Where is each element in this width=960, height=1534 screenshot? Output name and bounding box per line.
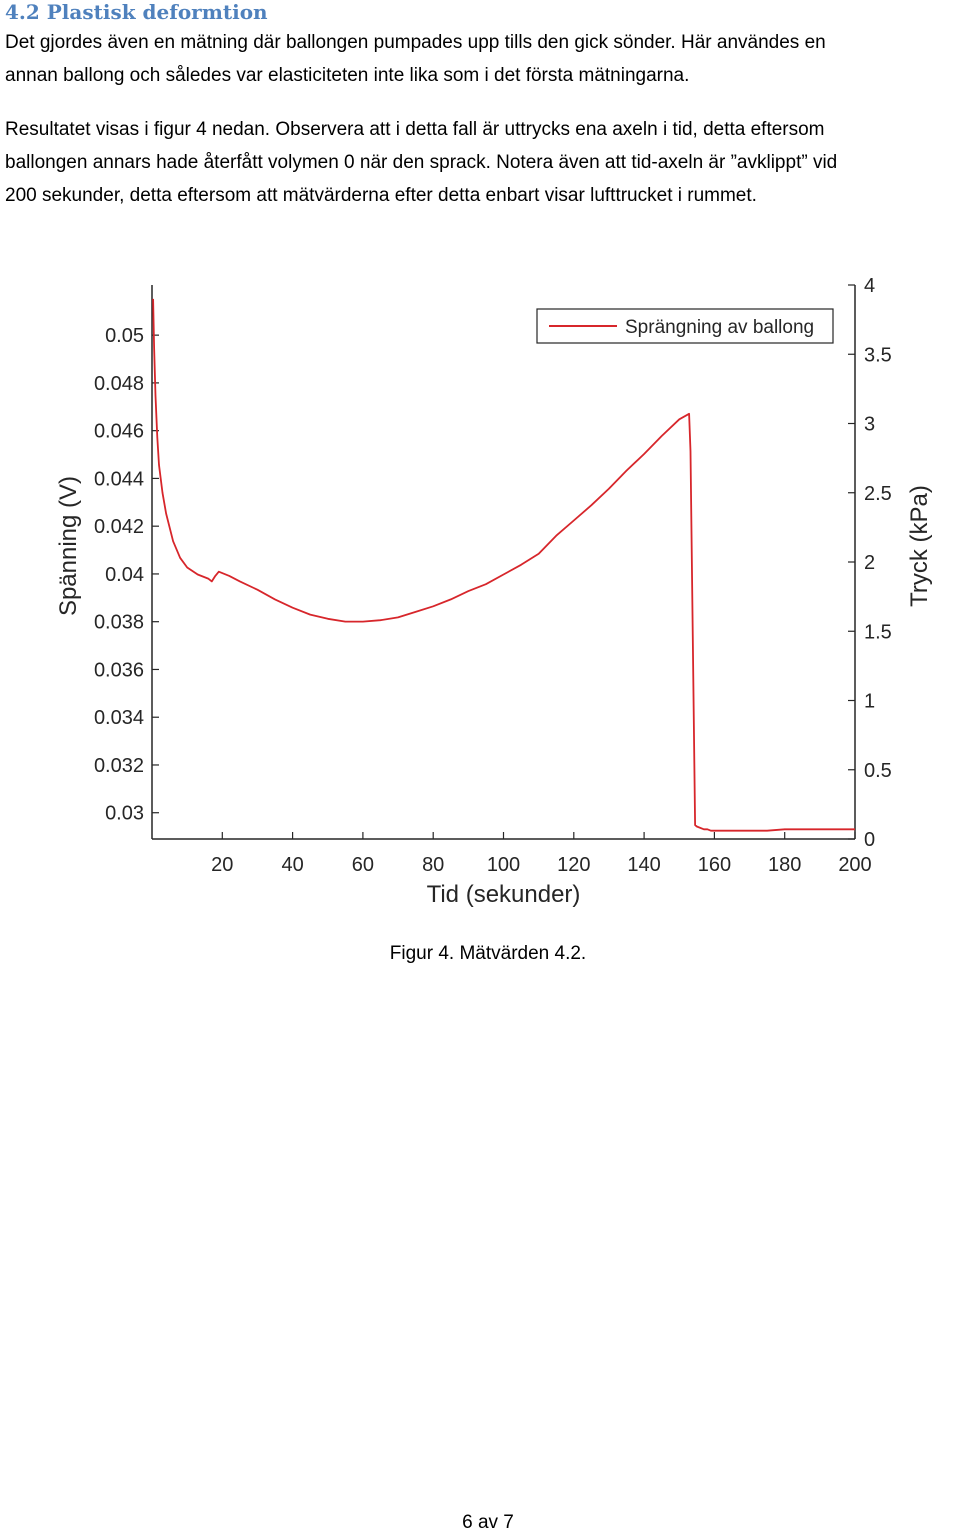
- pressure-chart: 20 40 60 80 100 120 140 160 180 2000.030.0320.034…: [55, 275, 933, 908]
- x-tick-label: 200: [838, 854, 871, 876]
- page-number: 6 av 7: [462, 1512, 514, 1533]
- x-tick-label: 160: [698, 854, 731, 876]
- y2-axis-label: Tryck (kPa): [906, 485, 933, 607]
- x-tick-label: 60: [352, 854, 374, 876]
- y2-tick-label: 0.5: [864, 760, 892, 782]
- paragraph-line: ballongen annars hade återfått volymen 0…: [5, 152, 838, 173]
- y-tick-label: 0.05: [105, 325, 144, 347]
- x-axis-label: Tid (sekunder): [427, 881, 581, 908]
- legend-entry: Sprängning av ballong: [625, 317, 814, 338]
- y2-tick-label: 0: [864, 829, 875, 851]
- y-tick-label: 0.03: [105, 803, 144, 825]
- y-tick-label: 0.046: [94, 421, 144, 443]
- series-line: [152, 298, 855, 832]
- y2-tick-label: 4: [864, 275, 875, 297]
- y-tick-label: 0.034: [94, 707, 144, 729]
- y2-tick-label: 2.5: [864, 483, 892, 505]
- y-axis-label: Spänning (V): [55, 476, 82, 616]
- paragraph-line: annan ballong och således var elasticite…: [5, 65, 690, 86]
- x-tick-label: 40: [281, 854, 303, 876]
- y2-tick-label: 3: [864, 414, 875, 436]
- y-tick-label: 0.032: [94, 755, 144, 777]
- y-tick-label: 0.04: [105, 564, 144, 586]
- section-heading: 4.2 Plastisk deformtion: [5, 0, 268, 24]
- y-tick-label: 0.036: [94, 659, 144, 681]
- figure-caption: Figur 4. Mätvärden 4.2.: [389, 943, 587, 964]
- y2-tick-label: 2: [864, 552, 875, 574]
- x-tick-label: 180: [768, 854, 801, 876]
- paragraph-line: Resultatet visas i figur 4 nedan. Observ…: [5, 119, 825, 140]
- y-tick-label: 0.042: [94, 516, 144, 538]
- y2-tick-label: 1: [864, 691, 875, 713]
- x-tick-label: 100: [487, 854, 520, 876]
- paragraph-line: Det gjordes även en mätning där ballonge…: [5, 32, 826, 53]
- paragraph-line: 200 sekunder, detta eftersom att mätvärd…: [5, 185, 757, 206]
- x-tick-label: 80: [422, 854, 444, 876]
- y-tick-label: 0.044: [94, 468, 144, 490]
- paragraph-intro: Det gjordes även en mätning där ballonge…: [5, 26, 826, 92]
- y2-tick-label: 3.5: [864, 344, 892, 366]
- x-tick-label: 20: [211, 854, 233, 876]
- y-tick-label: 0.038: [94, 612, 144, 634]
- x-tick-label: 140: [627, 854, 660, 876]
- paragraph-results: Resultatet visas i figur 4 nedan. Observ…: [5, 113, 837, 212]
- y-tick-label: 0.048: [94, 373, 144, 395]
- y2-tick-label: 1.5: [864, 621, 892, 643]
- x-tick-label: 120: [557, 854, 590, 876]
